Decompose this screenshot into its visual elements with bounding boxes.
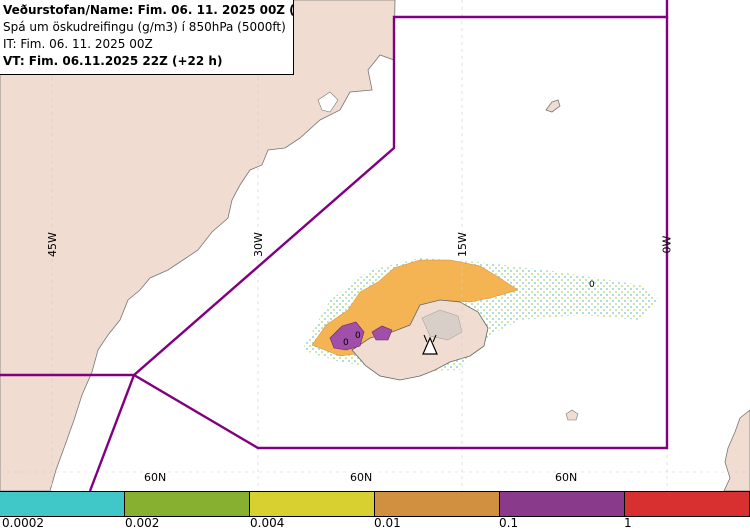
volcano-icon bbox=[422, 334, 438, 355]
issue-time: IT: Fim. 06. 11. 2025 00Z bbox=[3, 37, 153, 51]
legend-label: 0.01 bbox=[374, 516, 401, 530]
greenland-land bbox=[0, 0, 396, 492]
fir-boundary bbox=[0, 0, 669, 492]
jan-mayen-island bbox=[545, 99, 561, 113]
contour-label: 0 bbox=[355, 331, 361, 341]
lon-label-30w: 30W bbox=[251, 232, 265, 257]
lat-label-60n: 60N bbox=[350, 471, 373, 484]
legend-swatch bbox=[500, 492, 625, 516]
concentration-legend bbox=[0, 491, 750, 517]
legend-swatch bbox=[375, 492, 500, 516]
product-description: Spá um öskudreifingu (g/m3) í 850hPa (50… bbox=[3, 20, 286, 34]
ash-cloud-purple-2 bbox=[371, 325, 393, 341]
issuer-line: Veðurstofan/Name: Fim. 06. 11. 2025 00Z … bbox=[3, 3, 293, 17]
lon-label-45w: 45W bbox=[45, 232, 59, 257]
legend-label: 0.0002 bbox=[2, 516, 44, 530]
legend-label: 0.004 bbox=[250, 516, 285, 530]
legend-swatch bbox=[625, 492, 750, 516]
greenland-fjord bbox=[317, 91, 339, 113]
faroe-islands bbox=[565, 409, 579, 421]
valid-time: VT: Fim. 06.11.2025 22Z (+22 h) bbox=[3, 54, 223, 68]
legend-swatch bbox=[0, 492, 125, 516]
legend-label: 1 bbox=[624, 516, 632, 530]
legend-swatch bbox=[125, 492, 250, 516]
legend-swatch bbox=[250, 492, 375, 516]
contour-label: 0 bbox=[589, 280, 595, 290]
norway-coast bbox=[723, 409, 750, 492]
forecast-info-box: Veðurstofan/Name: Fim. 06. 11. 2025 00Z … bbox=[0, 0, 294, 75]
legend-label: 0.1 bbox=[499, 516, 519, 530]
contour-label: 0 bbox=[343, 338, 349, 348]
legend-labels: 0.0002 0.002 0.004 0.01 0.1 1 bbox=[0, 516, 750, 532]
lon-label-15w: 15W bbox=[455, 232, 469, 257]
lat-label-60n: 60N bbox=[144, 471, 167, 484]
ash-cloud-purple bbox=[329, 321, 365, 351]
lon-label-0w: 0W bbox=[660, 235, 674, 254]
lat-label-60n: 60N bbox=[555, 471, 578, 484]
legend-label: 0.002 bbox=[125, 516, 160, 530]
